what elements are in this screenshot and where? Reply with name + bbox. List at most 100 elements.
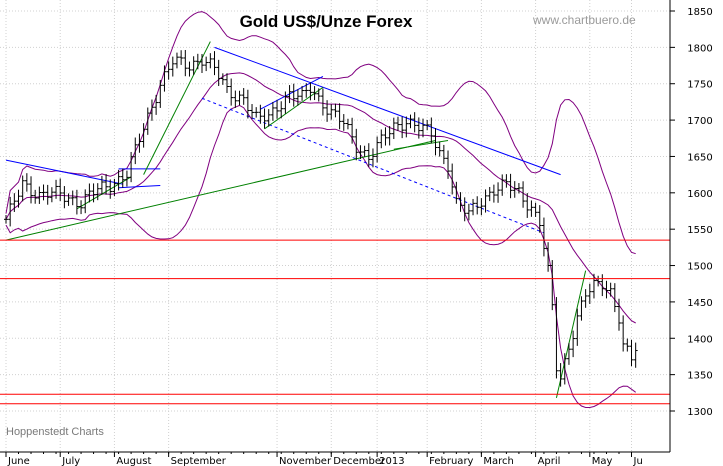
price-bar — [141, 123, 146, 148]
price-bar — [195, 53, 200, 70]
x-tick-label: April — [538, 456, 561, 466]
price-bar — [333, 103, 338, 118]
x-tick-label: August — [116, 456, 151, 466]
price-bar — [441, 144, 446, 165]
price-bar — [496, 182, 501, 203]
price-bar — [608, 282, 613, 297]
price-bar — [587, 283, 592, 304]
price-bar — [279, 101, 284, 119]
y-tick-label: 1450 — [687, 298, 712, 309]
price-bar — [241, 88, 246, 105]
price-bar — [45, 184, 50, 205]
price-bar — [79, 200, 84, 215]
y-tick-label: 1850 — [687, 7, 712, 18]
price-bar — [20, 175, 25, 202]
price-bar — [421, 118, 425, 138]
x-tick-label: September — [171, 456, 227, 466]
price-bar — [633, 342, 638, 368]
price-bar — [379, 129, 384, 149]
price-bar — [199, 53, 204, 73]
x-tick-label: December — [333, 456, 386, 466]
price-bar — [416, 117, 421, 139]
price-bar — [304, 83, 309, 98]
price-bar — [212, 51, 217, 76]
price-bar — [383, 127, 388, 146]
price-bar — [600, 274, 605, 297]
price-bar — [462, 197, 467, 222]
watermark: www.chartbuero.de — [532, 13, 636, 27]
x-tick-label: May — [592, 456, 613, 466]
price-bar — [325, 100, 330, 122]
x-tick-label: November — [279, 456, 332, 466]
price-bar — [400, 116, 405, 139]
price-bar — [316, 88, 321, 102]
price-bar — [191, 56, 196, 75]
price-bar — [37, 186, 42, 204]
y-tick-label: 1500 — [687, 262, 712, 273]
price-bar — [91, 183, 96, 203]
price-bar — [320, 88, 325, 116]
price-bar — [104, 174, 109, 195]
price-bar — [621, 315, 626, 352]
price-bar — [341, 114, 346, 131]
y-tick-label: 1550 — [687, 225, 712, 236]
y-tick-label: 1700 — [687, 116, 712, 127]
price-bar — [70, 190, 75, 206]
price-bar — [16, 189, 21, 208]
y-tick-layer: 1300 1350 1400 1450 1500 1550 1600 1650 1700 1750… — [670, 7, 713, 418]
price-bar — [258, 104, 263, 124]
y-tick-label: 1400 — [687, 334, 712, 345]
price-bar — [329, 104, 334, 120]
price-bar — [525, 193, 530, 218]
price-bar — [625, 338, 630, 352]
price-bar — [62, 186, 67, 209]
y-tick-label: 1650 — [687, 152, 712, 163]
price-bar — [162, 65, 167, 92]
price-bar — [466, 203, 471, 221]
green-trendline — [5, 139, 436, 241]
price-bar — [66, 193, 71, 206]
price-bar — [24, 173, 29, 192]
price-bar — [479, 198, 484, 216]
price-bar — [471, 198, 476, 216]
price-bar — [187, 61, 192, 77]
price-bar — [500, 174, 505, 196]
price-bar — [8, 196, 13, 227]
price-bar — [137, 133, 142, 153]
x-tick-label: June — [7, 456, 30, 466]
price-bar — [220, 73, 225, 85]
price-bar — [387, 126, 392, 146]
price-bar — [429, 117, 434, 144]
price-bar — [366, 143, 371, 167]
price-bar — [300, 85, 305, 101]
price-bar — [183, 49, 188, 77]
price-bar — [262, 108, 267, 129]
credit-label: Hoppenstedt Charts — [6, 426, 104, 438]
price-bar — [29, 176, 34, 204]
price-bar — [337, 103, 342, 130]
price-bar — [124, 170, 129, 187]
price-bar — [174, 52, 179, 69]
price-bar — [375, 136, 380, 163]
green-trendline — [143, 41, 211, 175]
price-bar — [54, 179, 59, 199]
price-bar — [245, 89, 250, 119]
price-bar — [287, 85, 292, 104]
price-bar — [450, 163, 455, 195]
price-bar — [412, 112, 417, 133]
price-bar — [458, 192, 463, 212]
price-bar — [491, 184, 496, 203]
price-bar — [404, 116, 409, 138]
price-bar — [558, 363, 563, 387]
blue-trendline — [118, 185, 161, 189]
y-tick-label: 1350 — [687, 371, 712, 382]
price-bar — [437, 141, 442, 157]
price-bar — [108, 179, 113, 199]
green-trendline — [393, 139, 449, 150]
price-bar — [225, 73, 230, 93]
price-bar — [370, 148, 375, 168]
price-bar — [250, 104, 255, 119]
price-bar — [99, 175, 104, 195]
price-bar — [170, 56, 175, 77]
price-bar — [295, 89, 300, 106]
